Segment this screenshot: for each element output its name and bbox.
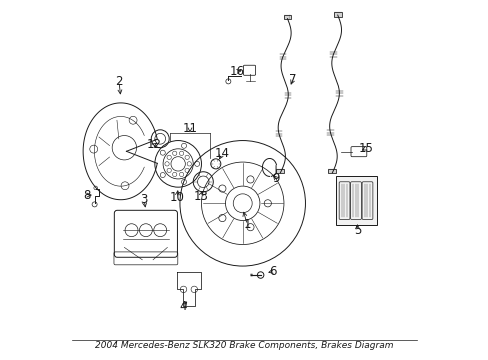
Text: 2: 2 [115, 75, 122, 88]
Text: 3: 3 [140, 193, 147, 206]
Bar [283, 14, 291, 19]
Text: 2004 Mercedes-Benz SLK320 Brake Components, Brakes Diagram: 2004 Mercedes-Benz SLK320 Brake Componen… [95, 341, 393, 350]
Bar [276, 169, 284, 174]
Text: 5: 5 [353, 224, 361, 237]
Text: 11: 11 [182, 122, 197, 135]
Text: 14: 14 [214, 147, 229, 160]
Bar [335, 176, 376, 225]
Text: 6: 6 [268, 265, 276, 278]
Bar [333, 12, 341, 17]
Text: 4: 4 [180, 300, 187, 313]
Text: 10: 10 [169, 192, 184, 204]
Text: 8: 8 [83, 189, 91, 202]
Text: 9: 9 [271, 172, 279, 185]
Text: 15: 15 [358, 142, 372, 155]
Text: 12: 12 [146, 138, 162, 151]
Text: 16: 16 [229, 65, 244, 78]
Text: 13: 13 [193, 190, 208, 203]
Bar [328, 169, 336, 174]
Text: 1: 1 [243, 218, 251, 231]
Text: 7: 7 [288, 73, 296, 86]
